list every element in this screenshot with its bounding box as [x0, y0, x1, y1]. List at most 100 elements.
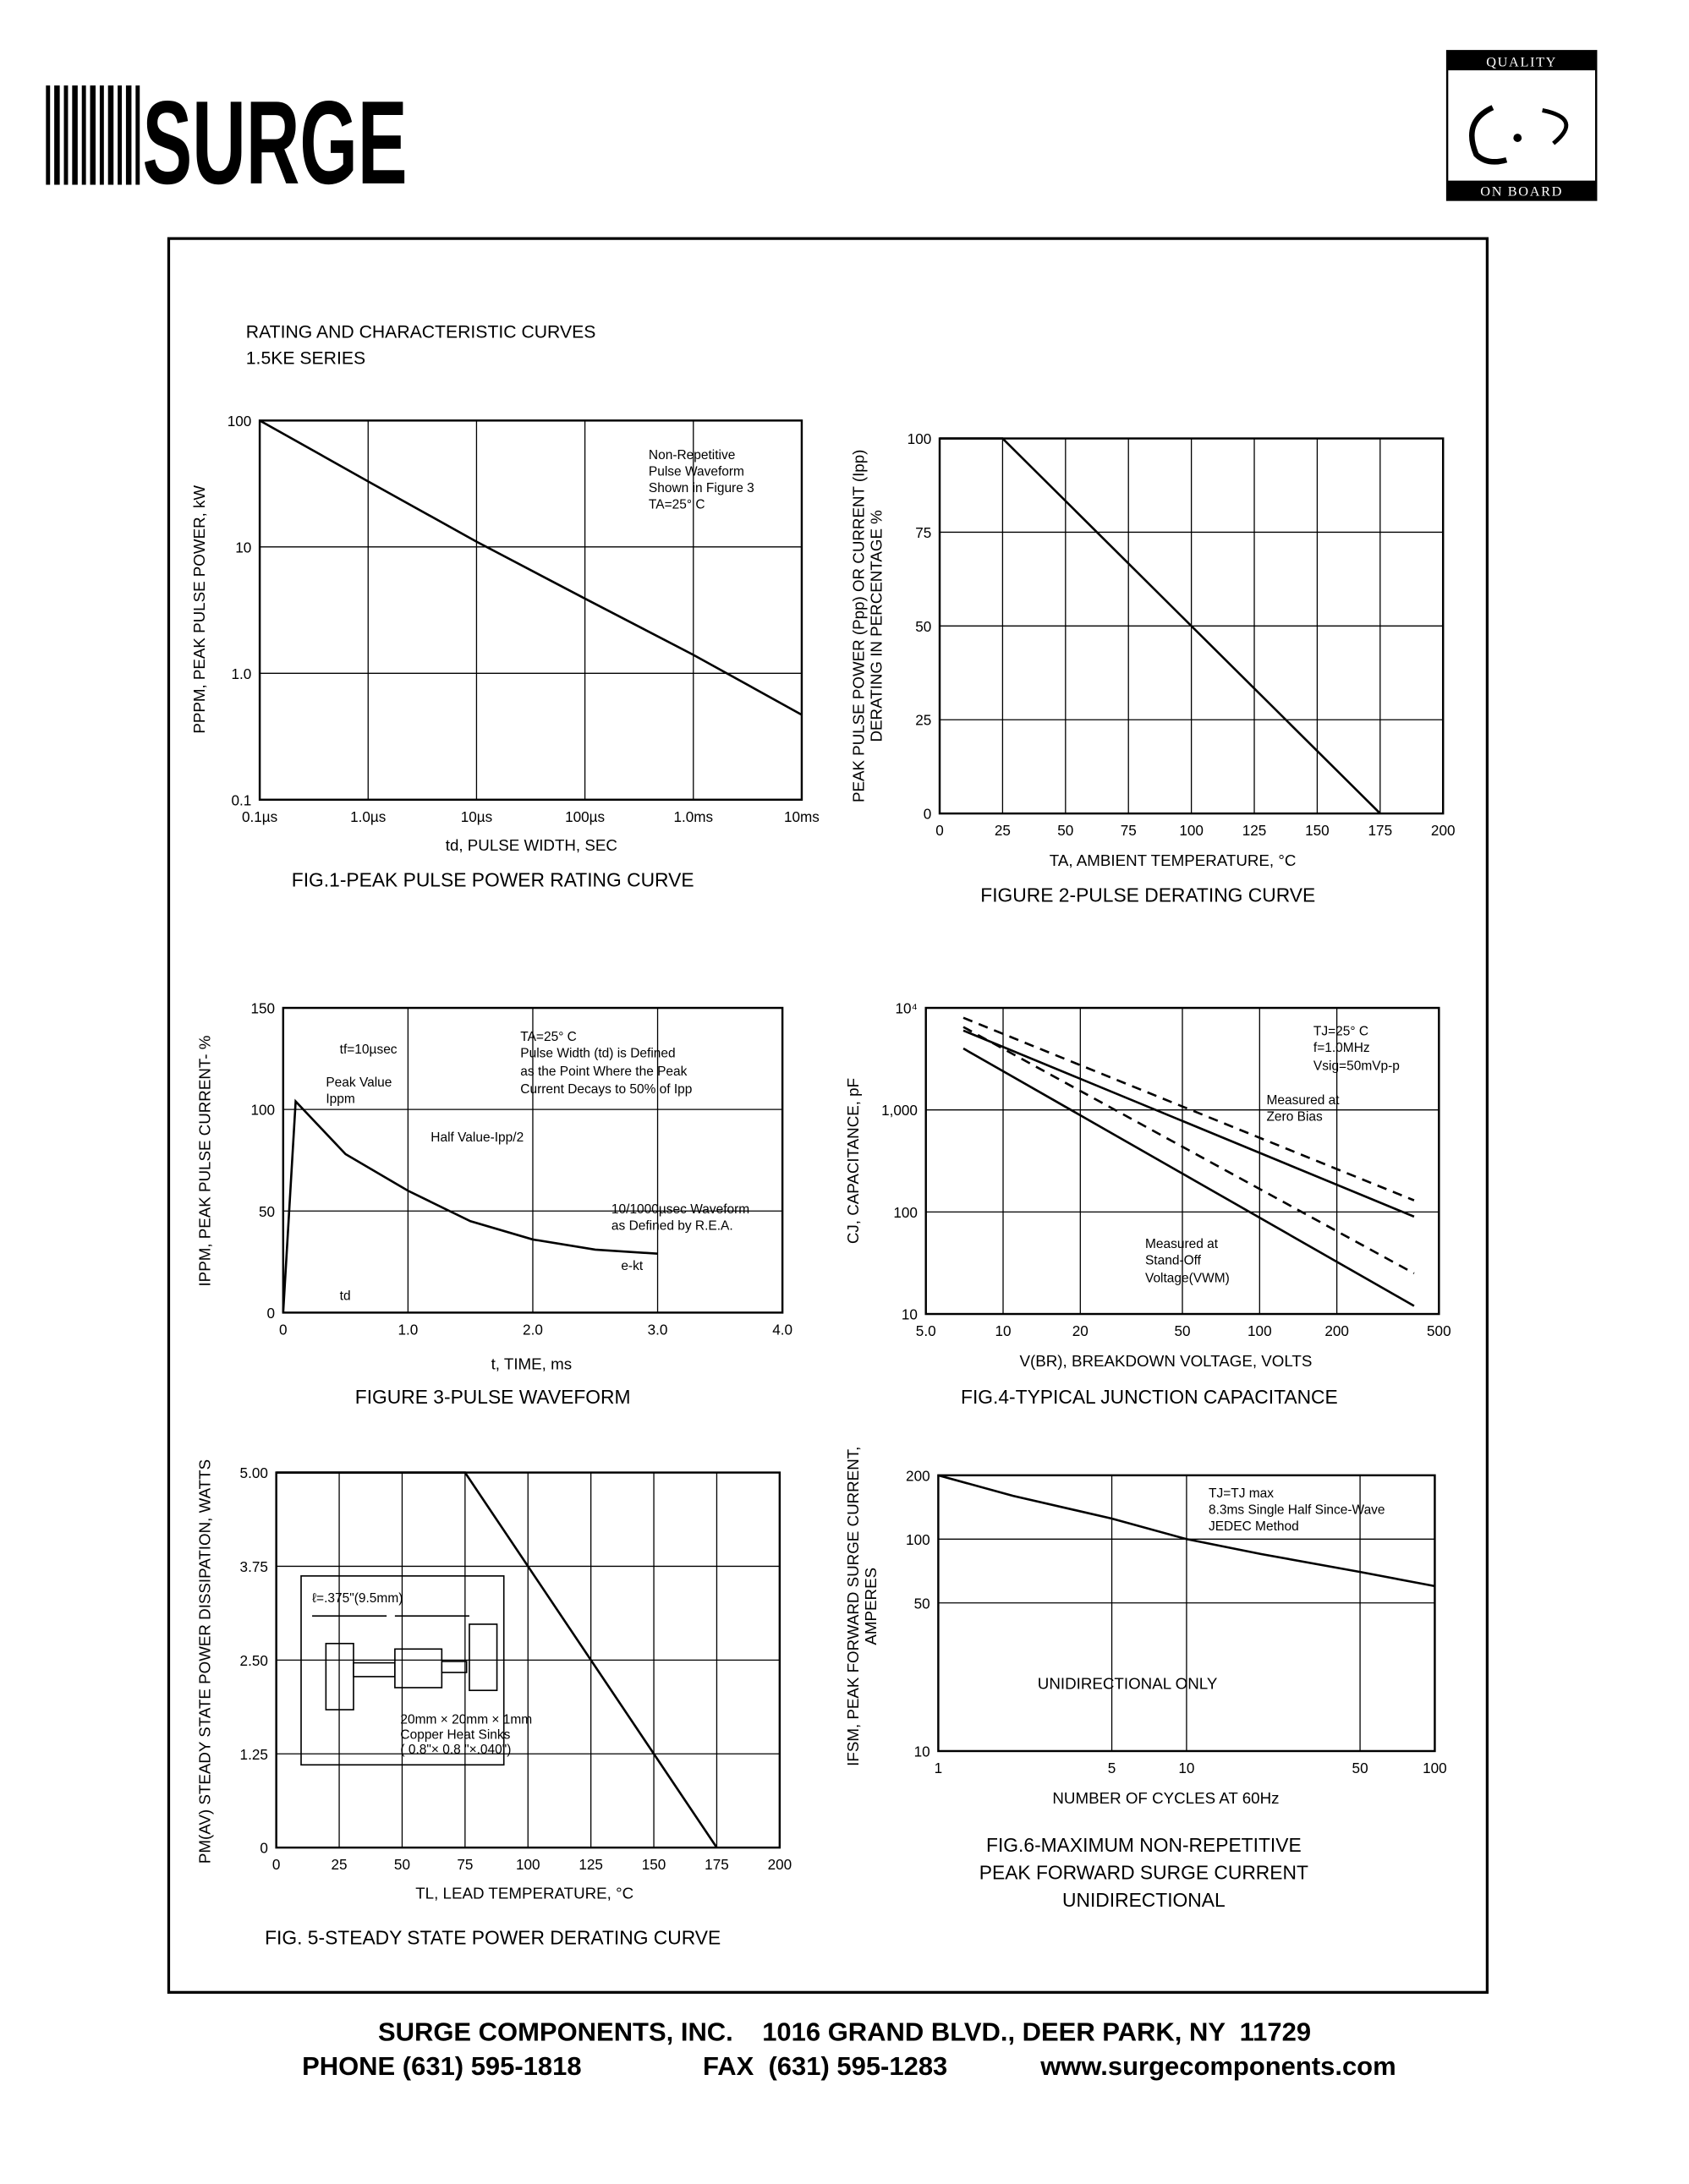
y-tick-label: 50 — [915, 619, 931, 635]
chart-title: FIGURE 3-PULSE WAVEFORM — [355, 1386, 631, 1408]
data-line — [962, 1029, 1415, 1218]
x-tick-label: 200 — [1431, 823, 1456, 839]
y-tick-label: 50 — [259, 1204, 275, 1220]
y-tick-label: 200 — [906, 1468, 930, 1484]
annotation: Pulse Waveform — [649, 465, 744, 479]
x-tick-label: 10µs — [461, 809, 492, 825]
x-tick-label: 0.1µs — [242, 809, 277, 825]
y-tick-label: 5.00 — [240, 1465, 268, 1481]
x-tick-label: 50 — [1175, 1323, 1191, 1339]
y-tick-label: 100 — [908, 431, 932, 447]
x-tick-label: 500 — [1427, 1323, 1451, 1339]
x-tick-label: 50 — [1352, 1760, 1368, 1776]
y-tick-label: 0 — [924, 807, 932, 823]
y-tick-label: 100 — [906, 1532, 930, 1548]
annotation: TA=25° C — [520, 1030, 577, 1044]
x-tick-label: 175 — [1368, 823, 1393, 839]
x-axis-label: NUMBER OF CYCLES AT 60Hz — [1052, 1789, 1279, 1807]
x-tick-label: 75 — [1121, 823, 1137, 839]
chart-title: UNIDIRECTIONAL — [1062, 1889, 1226, 1911]
x-tick-label: 100 — [516, 1857, 540, 1873]
data-line — [962, 1016, 1415, 1201]
heading-series: 1.5KE SERIES — [246, 349, 365, 369]
annotation: Non-Repetitive — [649, 448, 735, 463]
annotation: Voltage(VWM) — [1145, 1272, 1230, 1286]
footer-address: SURGE COMPONENTS, INC. 1016 GRAND BLVD.,… — [378, 2017, 1311, 2046]
y-tick-label: 10 — [914, 1743, 930, 1760]
x-tick-label: 200 — [1324, 1323, 1349, 1339]
y-axis-label: PPPM, PEAK PULSE POWER, kW — [190, 485, 208, 734]
heading-title: RATING AND CHARACTERISTIC CURVES — [246, 323, 596, 342]
y-tick-label: 3.75 — [240, 1559, 268, 1575]
y-tick-label: 1.25 — [240, 1747, 268, 1763]
footer-fax: FAX (631) 595-1283 — [703, 2051, 947, 2081]
footer-web: www.surgecomponents.com — [1039, 2051, 1396, 2081]
y-axis-label: IPPM, PEAK PULSE CURRENT- % — [195, 1036, 213, 1287]
x-tick-label: 5 — [1108, 1760, 1116, 1776]
y-axis-label: IFSM, PEAK FORWARD SURGE CURRENT, — [844, 1447, 862, 1766]
x-tick-label: 1.0ms — [673, 809, 713, 825]
data-line — [938, 1474, 1435, 1588]
annotation: Ippm — [326, 1092, 354, 1107]
y-tick-label: 10⁴ — [896, 1001, 918, 1017]
x-tick-label: 10 — [1178, 1760, 1194, 1776]
logo-bars — [46, 85, 140, 185]
x-tick-label: 1.0 — [398, 1322, 418, 1338]
annotation: UNIDIRECTIONAL ONLY — [1038, 1675, 1218, 1693]
annotation: Vsig=50mVp-p — [1313, 1059, 1400, 1073]
annotation: Stand-Off — [1145, 1253, 1202, 1267]
x-tick-label: 0 — [935, 823, 944, 839]
y-tick-label: 1,000 — [881, 1103, 918, 1119]
x-tick-label: 1.0µs — [350, 809, 386, 825]
x-tick-label: 1 — [935, 1760, 943, 1776]
x-tick-label: 25 — [332, 1857, 348, 1873]
y-axis-label: CJ, CAPACITANCE, pF — [844, 1078, 862, 1244]
x-tick-label: 75 — [457, 1857, 473, 1873]
annotation: 10/1000µsec Waveform — [611, 1202, 749, 1217]
charts: 0.1µs 1.0µs 10µs 100µs 1.0ms 10ms0.11.010100t… — [190, 413, 1456, 1948]
x-tick-label: 100µs — [565, 809, 605, 825]
chart-title: FIG.4-TYPICAL JUNCTION CAPACITANCE — [961, 1386, 1338, 1408]
annotation: Pulse Width (td) is Defined — [520, 1047, 675, 1061]
data-line — [962, 1047, 1415, 1307]
data-line — [962, 1026, 1415, 1275]
x-tick-label: 10ms — [784, 809, 820, 825]
annotation: ℓ=.375"(9.5mm) — [312, 1591, 403, 1606]
data-line — [259, 419, 803, 716]
chart-title: FIG. 5-STEADY STATE POWER DERATING CURVE — [265, 1926, 721, 1948]
y-tick-label: 25 — [915, 713, 931, 729]
quality-badge — [1445, 50, 1598, 201]
x-tick-label: 0 — [279, 1322, 288, 1338]
y-tick-label: 10 — [235, 539, 251, 556]
y-axis-label: DERATING IN PERCENTAGE % — [868, 510, 886, 742]
x-tick-label: 2.0 — [523, 1322, 543, 1338]
x-tick-label: 50 — [394, 1857, 410, 1873]
logo: SURGE — [142, 76, 407, 209]
x-tick-label: 5.0 — [916, 1323, 936, 1339]
x-axis-label: TL, LEAD TEMPERATURE, °C — [415, 1884, 633, 1902]
y-axis-label: PM(AV) STEADY STATE POWER DISSIPATION, W… — [195, 1459, 213, 1864]
y-tick-label: 75 — [915, 525, 931, 541]
badge-top: QUALITY — [1486, 53, 1557, 69]
y-tick-label: 100 — [228, 413, 252, 430]
annotation: f=1.0MHz — [1313, 1041, 1370, 1055]
annotation: e-kt — [621, 1259, 644, 1273]
x-tick-label: 10 — [995, 1323, 1011, 1339]
annotation: Half Value-Ipp/2 — [430, 1130, 524, 1145]
x-tick-label: 3.0 — [648, 1322, 668, 1338]
x-axis-label: td, PULSE WIDTH, SEC — [446, 836, 617, 854]
x-tick-label: 100 — [1179, 823, 1204, 839]
x-tick-label: 4.0 — [772, 1322, 792, 1338]
annotation: as Defined by R.E.A. — [611, 1219, 733, 1234]
footer-phone: PHONE (631) 595-1818 — [302, 2051, 582, 2081]
x-tick-label: 100 — [1423, 1760, 1447, 1776]
annotation: Zero Bias — [1266, 1110, 1323, 1125]
x-axis-label: t, TIME, ms — [491, 1355, 573, 1372]
annotation: td — [340, 1289, 351, 1304]
data-line — [282, 1098, 658, 1313]
annotation: JEDEC Method — [1209, 1519, 1299, 1534]
y-tick-label: 2.50 — [240, 1653, 268, 1669]
annotation: Copper Heat Sinks — [400, 1727, 510, 1742]
